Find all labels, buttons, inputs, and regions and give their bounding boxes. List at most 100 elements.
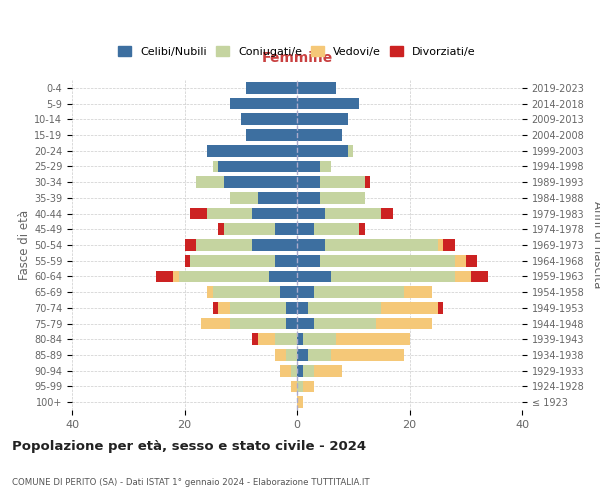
Bar: [297, 98, 359, 110]
Bar: [359, 224, 365, 235]
Bar: [297, 129, 342, 141]
Bar: [297, 224, 314, 235]
Bar: [320, 192, 365, 204]
Bar: [302, 334, 337, 345]
Bar: [314, 286, 404, 298]
Bar: [376, 318, 432, 330]
Bar: [365, 176, 370, 188]
Bar: [257, 192, 297, 204]
Bar: [297, 208, 325, 220]
Bar: [275, 334, 297, 345]
Bar: [297, 270, 331, 282]
Bar: [297, 192, 320, 204]
Bar: [382, 302, 437, 314]
Bar: [202, 318, 229, 330]
Bar: [286, 349, 297, 361]
Bar: [455, 255, 466, 266]
Bar: [314, 224, 359, 235]
Bar: [229, 318, 286, 330]
Bar: [218, 224, 224, 235]
Bar: [179, 270, 269, 282]
Bar: [320, 255, 455, 266]
Bar: [347, 145, 353, 156]
Bar: [331, 349, 404, 361]
Bar: [229, 98, 297, 110]
Bar: [207, 208, 252, 220]
Bar: [320, 160, 331, 172]
Bar: [218, 302, 229, 314]
Bar: [185, 255, 190, 266]
Bar: [224, 176, 297, 188]
Bar: [382, 208, 392, 220]
Bar: [308, 302, 382, 314]
Bar: [229, 302, 286, 314]
Bar: [190, 255, 275, 266]
Bar: [196, 239, 252, 251]
Bar: [325, 208, 382, 220]
Text: Popolazione per età, sesso e stato civile - 2024: Popolazione per età, sesso e stato civil…: [12, 440, 366, 453]
Bar: [297, 160, 320, 172]
Bar: [275, 224, 297, 235]
Bar: [218, 160, 297, 172]
Bar: [212, 286, 280, 298]
Bar: [297, 365, 302, 376]
Bar: [455, 270, 472, 282]
Bar: [224, 224, 275, 235]
Bar: [308, 349, 331, 361]
Bar: [297, 239, 325, 251]
Bar: [241, 114, 297, 125]
Bar: [297, 255, 320, 266]
Bar: [292, 380, 297, 392]
Bar: [269, 270, 297, 282]
Bar: [314, 318, 376, 330]
Y-axis label: Fasce di età: Fasce di età: [18, 210, 31, 280]
Bar: [302, 380, 314, 392]
Bar: [297, 176, 320, 188]
Bar: [185, 239, 196, 251]
Bar: [437, 302, 443, 314]
Bar: [190, 208, 207, 220]
Bar: [314, 365, 342, 376]
Legend: Celibi/Nubili, Coniugati/e, Vedovi/e, Divorziati/e: Celibi/Nubili, Coniugati/e, Vedovi/e, Di…: [115, 42, 479, 60]
Bar: [247, 129, 297, 141]
Bar: [275, 349, 286, 361]
Bar: [337, 334, 409, 345]
Bar: [275, 255, 297, 266]
Bar: [280, 286, 297, 298]
Bar: [437, 239, 443, 251]
Bar: [297, 114, 347, 125]
Bar: [297, 380, 302, 392]
Bar: [286, 318, 297, 330]
Bar: [212, 160, 218, 172]
Bar: [280, 365, 292, 376]
Bar: [157, 270, 173, 282]
Bar: [331, 270, 455, 282]
Bar: [404, 286, 432, 298]
Bar: [207, 145, 297, 156]
Bar: [297, 396, 302, 408]
Bar: [207, 286, 212, 298]
Bar: [196, 176, 224, 188]
Bar: [297, 302, 308, 314]
Text: Femmine: Femmine: [262, 51, 332, 65]
Bar: [297, 318, 314, 330]
Bar: [443, 239, 455, 251]
Bar: [173, 270, 179, 282]
Bar: [252, 239, 297, 251]
Bar: [320, 176, 365, 188]
Bar: [472, 270, 488, 282]
Bar: [247, 82, 297, 94]
Bar: [252, 208, 297, 220]
Y-axis label: Anni di nascita: Anni di nascita: [591, 202, 600, 288]
Bar: [257, 334, 275, 345]
Bar: [466, 255, 477, 266]
Bar: [229, 192, 257, 204]
Text: COMUNE DI PERITO (SA) - Dati ISTAT 1° gennaio 2024 - Elaborazione TUTTITALIA.IT: COMUNE DI PERITO (SA) - Dati ISTAT 1° ge…: [12, 478, 370, 487]
Bar: [297, 82, 337, 94]
Bar: [297, 286, 314, 298]
Bar: [302, 365, 314, 376]
Bar: [292, 365, 297, 376]
Bar: [286, 302, 297, 314]
Bar: [325, 239, 437, 251]
Bar: [297, 145, 347, 156]
